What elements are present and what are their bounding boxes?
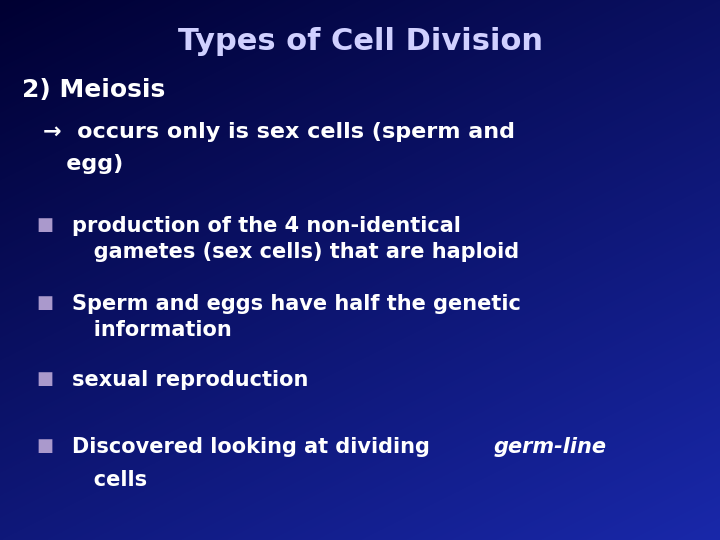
Text: germ-line: germ-line — [493, 437, 606, 457]
Text: Sperm and eggs have half the genetic
   information: Sperm and eggs have half the genetic inf… — [72, 294, 521, 340]
Text: ■: ■ — [36, 370, 53, 388]
Text: Discovered looking at dividing: Discovered looking at dividing — [72, 437, 437, 457]
Text: ■: ■ — [36, 437, 53, 455]
Text: ■: ■ — [36, 216, 53, 234]
Text: egg): egg) — [43, 154, 123, 174]
Text: Types of Cell Division: Types of Cell Division — [178, 27, 542, 56]
Text: cells: cells — [72, 470, 147, 490]
Text: ■: ■ — [36, 294, 53, 312]
Text: 2) Meiosis: 2) Meiosis — [22, 78, 165, 102]
Text: production of the 4 non-identical
   gametes (sex cells) that are haploid: production of the 4 non-identical gamete… — [72, 216, 519, 261]
Text: sexual reproduction: sexual reproduction — [72, 370, 308, 390]
Text: →  occurs only is sex cells (sperm and: → occurs only is sex cells (sperm and — [43, 122, 516, 141]
